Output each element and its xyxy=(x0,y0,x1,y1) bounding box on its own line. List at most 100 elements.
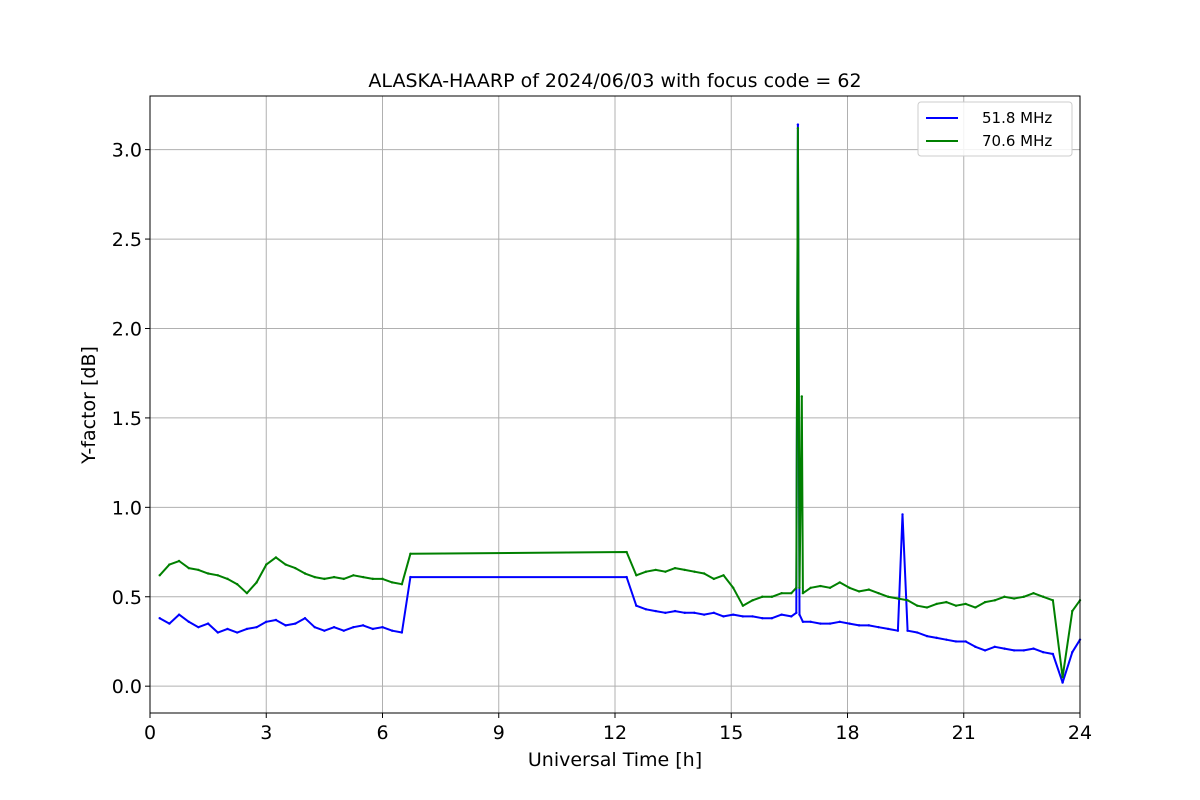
x-tick-label: 9 xyxy=(493,722,505,744)
data-point-70-6-mhz xyxy=(916,604,919,607)
data-point-70-6-mhz xyxy=(693,570,696,573)
y-tick-label: 2.0 xyxy=(112,318,142,340)
data-point-51-8-mhz xyxy=(1032,647,1035,650)
data-point-51-8-mhz xyxy=(683,611,686,615)
data-point-51-8-mhz xyxy=(361,624,365,627)
data-point-70-6-mhz xyxy=(809,586,812,590)
legend-box xyxy=(917,101,1073,157)
x-tick-label: 0 xyxy=(144,722,156,744)
data-point-70-6-mhz xyxy=(1003,595,1006,598)
data-point-51-8-mhz xyxy=(741,615,745,618)
axis-ticks: 0 3 6 9 12 15 18 21 24 0.0 0.5 1.0 1.5 2.0 2.5 3.0 xyxy=(112,140,1092,744)
data-point-51-8-mhz xyxy=(761,617,764,620)
legend: 51.8 MHz 70.6 MHz xyxy=(917,101,1073,157)
data-point-51-8-mhz xyxy=(954,640,958,643)
data-point-51-8-mhz xyxy=(693,611,696,615)
data-point-70-6-mhz xyxy=(702,572,706,575)
data-point-70-6-mhz xyxy=(284,563,287,566)
data-point-51-8-mhz xyxy=(925,634,929,638)
data-point-51-8-mhz xyxy=(795,611,798,615)
data-point-51-8-mhz xyxy=(801,620,805,623)
data-point-70-6-mhz xyxy=(848,586,851,590)
data-point-51-8-mhz xyxy=(896,629,900,632)
data-point-70-6-mhz xyxy=(274,556,278,559)
data-point-70-6-mhz xyxy=(945,600,948,604)
data-point-70-6-mhz xyxy=(795,586,798,590)
data-point-70-6-mhz xyxy=(245,591,249,595)
data-point-51-8-mhz xyxy=(265,620,268,623)
data-point-70-6-mhz xyxy=(838,581,841,584)
data-point-70-6-mhz xyxy=(265,563,268,566)
data-point-70-6-mhz xyxy=(1051,599,1055,602)
data-point-51-8-mhz xyxy=(381,625,384,629)
data-point-70-6-mhz xyxy=(381,577,384,581)
data-point-70-6-mhz xyxy=(197,568,200,572)
data-point-51-8-mhz xyxy=(819,622,822,625)
y-tick-label: 2.5 xyxy=(112,229,142,251)
data-point-51-8-mhz xyxy=(371,627,375,631)
legend-label-51-8-mhz: 51.8 MHz xyxy=(982,109,1052,127)
data-point-70-6-mhz xyxy=(654,568,657,572)
data-point-51-8-mhz xyxy=(886,627,890,631)
data-point-70-6-mhz xyxy=(409,552,412,556)
data-point-51-8-mhz xyxy=(916,631,919,634)
data-point-70-6-mhz xyxy=(158,574,161,577)
data-point-70-6-mhz xyxy=(342,577,345,581)
data-point-70-6-mhz xyxy=(722,574,725,577)
data-point-70-6-mhz xyxy=(1061,676,1064,679)
data-point-51-8-mhz xyxy=(877,625,880,629)
data-point-51-8-mhz xyxy=(790,615,793,618)
data-point-70-6-mhz xyxy=(226,577,229,581)
y-tick-label: 0.5 xyxy=(112,587,142,609)
data-point-70-6-mhz xyxy=(741,604,745,607)
data-point-70-6-mhz xyxy=(974,606,977,609)
data-point-70-6-mhz xyxy=(925,606,929,609)
data-point-70-6-mhz xyxy=(361,575,365,579)
data-point-70-6-mhz xyxy=(673,566,677,570)
data-point-70-6-mhz xyxy=(644,570,648,573)
data-point-70-6-mhz xyxy=(886,595,890,598)
data-point-51-8-mhz xyxy=(664,611,667,615)
data-point-51-8-mhz xyxy=(1071,650,1074,654)
data-point-51-8-mhz xyxy=(935,636,938,640)
data-point-51-8-mhz xyxy=(1012,649,1016,652)
data-point-51-8-mhz xyxy=(906,629,909,632)
data-point-70-6-mhz xyxy=(877,591,880,595)
data-point-70-6-mhz xyxy=(780,591,783,595)
data-point-70-6-mhz xyxy=(294,566,297,570)
data-point-51-8-mhz xyxy=(780,613,783,616)
data-point-70-6-mhz xyxy=(303,572,307,575)
data-point-51-8-mhz xyxy=(993,645,996,649)
data-point-70-6-mhz xyxy=(712,577,716,581)
data-point-51-8-mhz xyxy=(1051,652,1055,656)
data-point-51-8-mhz xyxy=(158,617,161,620)
data-point-51-8-mhz xyxy=(197,625,200,629)
data-point-51-8-mhz xyxy=(323,629,326,632)
data-point-51-8-mhz xyxy=(635,604,638,607)
data-point-51-8-mhz xyxy=(770,617,774,620)
data-point-70-6-mhz xyxy=(352,574,355,577)
x-tick-label: 21 xyxy=(952,722,976,744)
data-point-70-6-mhz xyxy=(390,581,394,584)
data-point-51-8-mhz xyxy=(838,620,841,623)
data-point-70-6-mhz xyxy=(906,599,909,602)
data-point-70-6-mhz xyxy=(625,550,628,554)
data-point-51-8-mhz xyxy=(625,575,628,579)
data-point-70-6-mhz xyxy=(954,604,958,607)
data-point-51-8-mhz xyxy=(1022,649,1026,652)
data-point-70-6-mhz xyxy=(1071,609,1074,613)
data-point-70-6-mhz xyxy=(819,584,822,588)
data-point-51-8-mhz xyxy=(964,640,967,643)
data-point-70-6-mhz xyxy=(798,586,801,590)
data-point-51-8-mhz xyxy=(390,629,394,632)
data-point-51-8-mhz xyxy=(187,620,190,623)
data-point-70-6-mhz xyxy=(177,559,181,563)
data-point-70-6-mhz xyxy=(1032,591,1035,595)
data-point-70-6-mhz xyxy=(168,563,171,566)
y-axis-label: Y-factor [dB] xyxy=(78,346,100,465)
data-point-51-8-mhz xyxy=(303,617,307,620)
data-point-51-8-mhz xyxy=(206,622,210,625)
data-point-51-8-mhz xyxy=(974,645,977,649)
data-point-70-6-mhz xyxy=(790,591,793,595)
data-point-70-6-mhz xyxy=(332,575,336,579)
